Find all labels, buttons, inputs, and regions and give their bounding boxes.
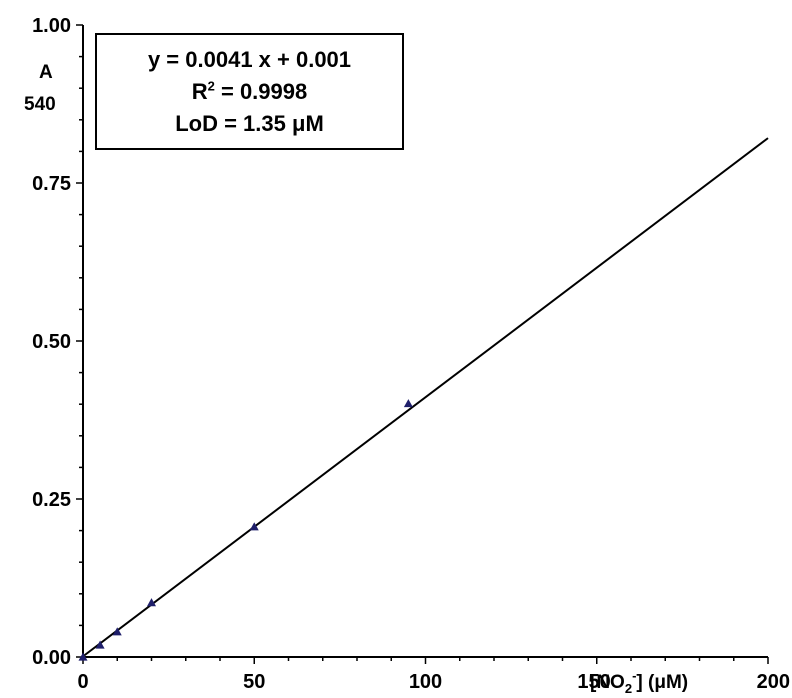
fit-layer	[82, 137, 769, 658]
y-axis-title-sub: 540	[24, 94, 56, 115]
x-ticks: 0 50 100 150 200	[77, 657, 790, 693]
r-squared-value: = 0.9998	[214, 78, 308, 104]
data-point	[249, 522, 259, 531]
x-axis-title: [NO2-] (μM)	[590, 668, 688, 696]
y-axis-title-main: A	[39, 62, 53, 83]
y-tick-label: 0.50	[32, 331, 71, 353]
x-tick-label: 0	[77, 671, 88, 693]
x-axis-title-superscript: -	[632, 668, 636, 683]
y-ticks: 0.00 0.25 0.50 0.75 1.00	[32, 15, 83, 669]
x-tick-label: 100	[409, 671, 442, 693]
y-tick-label: 0.75	[32, 173, 71, 195]
points-layer	[78, 399, 413, 661]
data-point	[112, 627, 122, 636]
r-squared-line: R2 = 0.9998	[192, 76, 308, 108]
r-squared-prefix: R	[191, 78, 208, 104]
x-tick-label: 150	[577, 671, 610, 693]
y-tick-label: 0.00	[32, 647, 71, 669]
data-point	[78, 652, 88, 661]
x-tick-label: 50	[243, 671, 265, 693]
regression-equation: y = 0.0041 x + 0.001	[147, 46, 352, 72]
y-tick-label: 1.00	[32, 15, 71, 37]
regression-info-box: y = 0.0041 x + 0.001 R2 = 0.9998 LoD = 1…	[95, 33, 404, 150]
r-squared-superscript: 2	[207, 78, 215, 94]
y-axis-title: A	[39, 62, 53, 83]
limit-of-detection: LoD = 1.35 μM	[175, 110, 324, 136]
data-point	[95, 640, 105, 649]
y-axis-title-subscript: 540	[24, 94, 56, 115]
x-axis-title-main: [NO	[590, 672, 625, 693]
x-axis-title-subscript: 2	[625, 681, 632, 696]
x-axis-title-rest: ] (μM)	[636, 672, 688, 693]
x-tick-label: 200	[757, 671, 790, 693]
data-point	[147, 598, 156, 607]
y-tick-label: 0.25	[32, 489, 71, 511]
data-point	[403, 399, 413, 408]
fit-line	[82, 137, 769, 658]
